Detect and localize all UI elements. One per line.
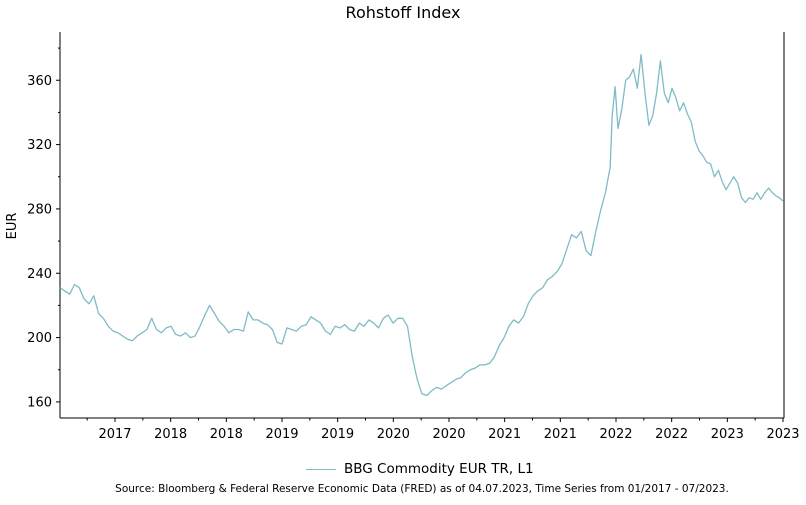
- x-tick-label: 2017: [98, 427, 131, 442]
- y-tick-label: 320: [27, 138, 52, 153]
- x-tick-label: 2021: [544, 427, 577, 442]
- x-tick-label: 2019: [265, 427, 298, 442]
- x-tick-label: 2021: [488, 427, 521, 442]
- x-tick-label: 2023: [766, 427, 799, 442]
- legend: BBG Commodity EUR TR, L1: [306, 461, 534, 477]
- y-axis-label: EUR: [5, 213, 20, 240]
- x-tick-label: 2022: [599, 427, 632, 442]
- legend-swatch: [306, 468, 336, 470]
- chart-title: Rohstoff Index: [346, 3, 461, 22]
- x-tick-label: 2018: [154, 427, 187, 442]
- y-tick-label: 200: [27, 331, 52, 346]
- y-axis-ticks: 160 200 240 280 320 360: [27, 47, 60, 410]
- legend-label: BBG Commodity EUR TR, L1: [344, 461, 534, 477]
- plot-area: [59, 53, 784, 397]
- y-tick-label: 160: [27, 395, 52, 410]
- x-axis-ticks: 2017 2018 2018 2019 2019 2020 2020 2021 2021 2022…: [86, 418, 800, 442]
- x-tick-label: 2020: [377, 427, 410, 442]
- x-tick-label: 2018: [210, 427, 243, 442]
- series-line: [59, 53, 784, 397]
- x-tick-label: 2019: [321, 427, 354, 442]
- x-tick-label: 2022: [655, 427, 688, 442]
- y-tick-label: 360: [27, 74, 52, 89]
- y-tick-label: 240: [27, 267, 52, 282]
- x-tick-label: 2023: [711, 427, 744, 442]
- y-tick-label: 280: [27, 202, 52, 217]
- source-note: Source: Bloomberg & Federal Reserve Econ…: [115, 483, 729, 495]
- x-tick-label: 2020: [432, 427, 465, 442]
